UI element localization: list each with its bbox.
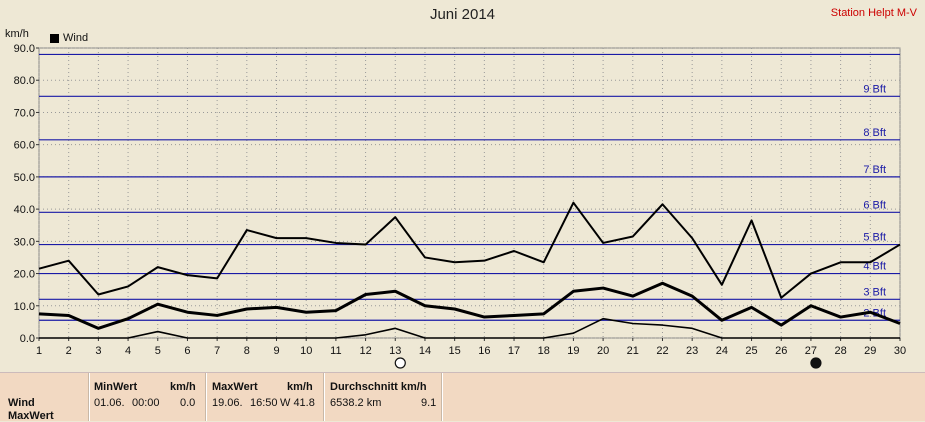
station-name: Station Helpt M-V bbox=[830, 7, 917, 19]
x-tick-label: 21 bbox=[627, 345, 639, 357]
avg-header: Durchschnitt km/h bbox=[330, 381, 427, 393]
avg-value: 9.1 bbox=[421, 397, 437, 409]
x-tick-label: 13 bbox=[389, 345, 401, 357]
legend: Wind bbox=[50, 32, 88, 44]
moon-new-icon bbox=[810, 357, 822, 369]
series-line-min bbox=[39, 317, 900, 339]
x-tick-label: 23 bbox=[686, 345, 698, 357]
x-tick-label: 22 bbox=[656, 345, 668, 357]
x-tick-label: 4 bbox=[125, 345, 131, 357]
y-tick-label: 60.0 bbox=[14, 140, 35, 152]
x-tick-label: 6 bbox=[184, 345, 190, 357]
legend-label: Wind bbox=[63, 32, 89, 44]
y-tick-label: 40.0 bbox=[14, 204, 35, 216]
min-unit: km/h bbox=[170, 381, 196, 393]
legend-swatch bbox=[50, 33, 59, 43]
y-tick-label: 80.0 bbox=[14, 75, 35, 87]
x-tick-label: 7 bbox=[214, 345, 220, 357]
y-tick-label: 10.0 bbox=[14, 301, 35, 313]
min-header: MinWert bbox=[94, 381, 138, 393]
max-value: W 41.8 bbox=[280, 397, 315, 409]
x-tick-label: 24 bbox=[716, 345, 728, 357]
stats-row-label: Wind bbox=[8, 397, 35, 409]
x-tick-label: 26 bbox=[775, 345, 787, 357]
beaufort-label: 9 Bft bbox=[863, 83, 886, 95]
x-tick-label: 27 bbox=[805, 345, 817, 357]
beaufort-label: 6 Bft bbox=[863, 199, 886, 211]
x-tick-label: 9 bbox=[273, 345, 279, 357]
x-tick-label: 30 bbox=[894, 345, 906, 357]
x-tick-label: 10 bbox=[300, 345, 312, 357]
x-tick-label: 3 bbox=[95, 345, 101, 357]
x-tick-label: 1 bbox=[36, 345, 42, 357]
x-tick-label: 19 bbox=[567, 345, 579, 357]
y-tick-label: 0.0 bbox=[20, 333, 35, 345]
min-date: 01.06. bbox=[94, 397, 125, 409]
x-tick-label: 5 bbox=[155, 345, 161, 357]
y-tick-label: 90.0 bbox=[14, 43, 35, 55]
max-unit: km/h bbox=[287, 381, 313, 393]
stats-panel: Wind MaxWert MinWert km/h 01.06. 00:00 0… bbox=[0, 372, 925, 422]
stats-row-label-2: MaxWert bbox=[8, 410, 54, 422]
beaufort-label: 8 Bft bbox=[863, 127, 886, 139]
max-date: 19.06. bbox=[212, 397, 243, 409]
x-tick-label: 20 bbox=[597, 345, 609, 357]
y-tick-label: 20.0 bbox=[14, 269, 35, 281]
series-line-max bbox=[38, 201, 901, 299]
y-tick-label: 30.0 bbox=[14, 236, 35, 248]
chart-title: Juni 2014 bbox=[429, 6, 496, 23]
x-tick-label: 11 bbox=[330, 345, 341, 357]
plot-frame bbox=[38, 47, 901, 339]
avg-distance: 6538.2 km bbox=[330, 397, 382, 409]
x-tick-label: 14 bbox=[419, 345, 431, 357]
x-tick-label: 28 bbox=[834, 345, 846, 357]
series-line-avg bbox=[38, 281, 901, 330]
max-header: MaxWert bbox=[212, 381, 258, 393]
x-tick-label: 16 bbox=[478, 345, 490, 357]
y-tick-label: 50.0 bbox=[14, 172, 35, 184]
x-tick-label: 18 bbox=[538, 345, 550, 357]
beaufort-label: 5 Bft bbox=[863, 232, 886, 244]
moon-full-icon bbox=[394, 357, 406, 369]
min-value: 0.0 bbox=[180, 397, 196, 409]
max-time: 16:50 bbox=[250, 397, 278, 409]
x-tick-label: 12 bbox=[359, 345, 371, 357]
x-tick-label: 8 bbox=[244, 345, 250, 357]
beaufort-label: 7 Bft bbox=[863, 164, 886, 176]
min-time: 00:00 bbox=[132, 397, 160, 409]
beaufort-label: 3 Bft bbox=[863, 286, 886, 298]
y-axis-unit: km/h bbox=[5, 28, 29, 40]
x-tick-label: 25 bbox=[745, 345, 757, 357]
y-tick-label: 70.0 bbox=[14, 107, 35, 119]
beaufort-label: 4 Bft bbox=[863, 261, 886, 273]
x-tick-label: 29 bbox=[864, 345, 876, 357]
x-tick-label: 15 bbox=[449, 345, 461, 357]
x-tick-label: 17 bbox=[508, 345, 520, 357]
x-tick-label: 2 bbox=[66, 345, 72, 357]
